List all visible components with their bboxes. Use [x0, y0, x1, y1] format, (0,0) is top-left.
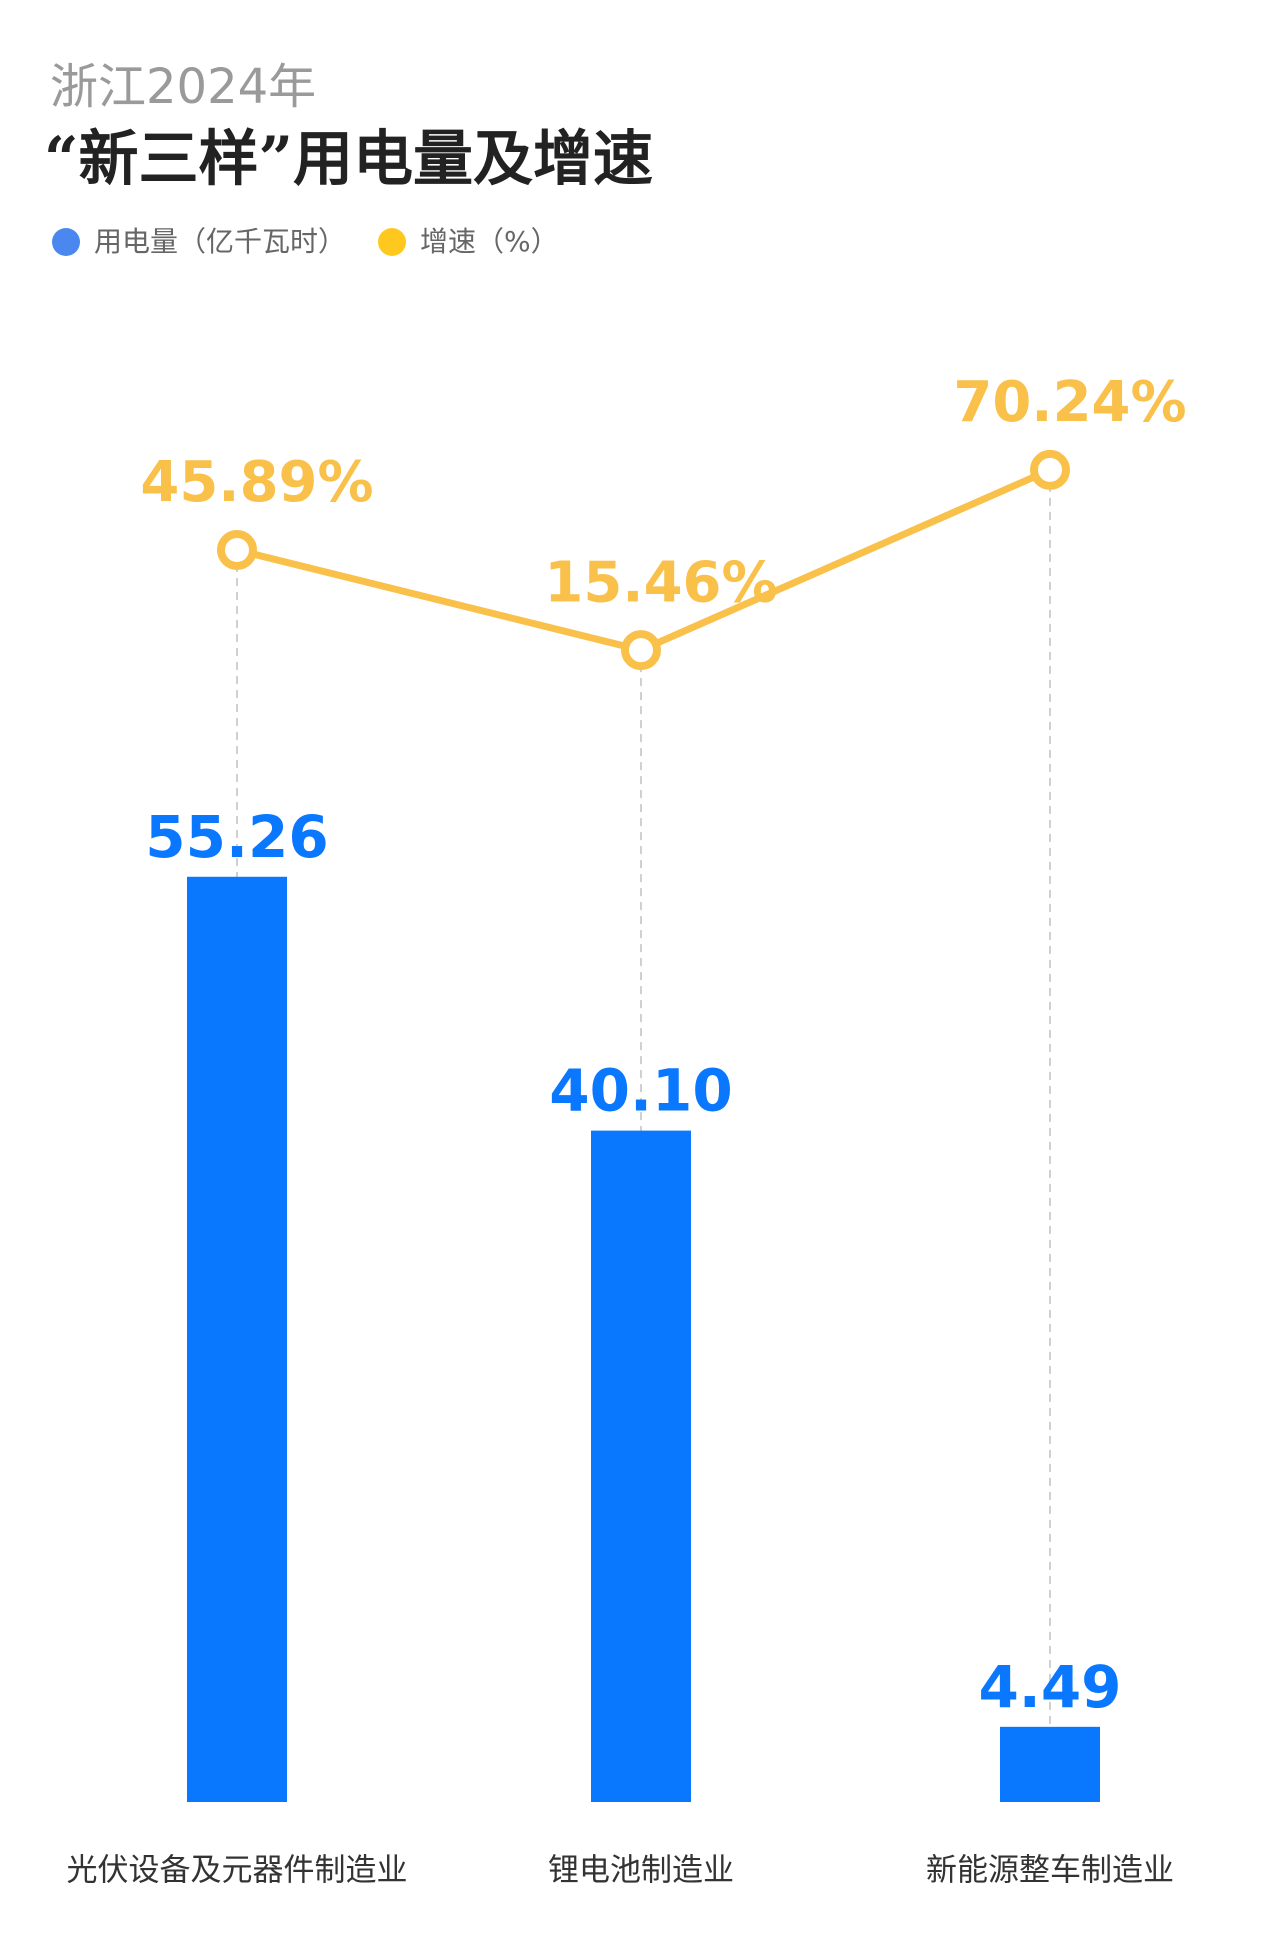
legend-label: 用电量（亿千瓦时） [94, 225, 346, 258]
legend-swatch [378, 228, 407, 256]
x-tick-label: 锂电池制造业 [548, 1853, 734, 1889]
x-tick-label: 新能源整车制造业 [926, 1853, 1174, 1889]
line-point [1030, 449, 1070, 490]
line-value-label: 45.89% [140, 450, 373, 515]
chart-subtitle: 浙江2024年 [50, 59, 316, 115]
line-point [217, 530, 257, 571]
x-tick-label: 光伏设备及元器件制造业 [67, 1853, 408, 1889]
bar-value-label: 55.26 [145, 803, 328, 871]
legend-swatch [52, 228, 80, 256]
bar [187, 876, 287, 1802]
line-value-label: 15.46% [544, 550, 777, 615]
chart-title: “新三样”用电量及增速 [44, 125, 653, 195]
line-value-label: 70.24% [953, 370, 1186, 435]
line-point [621, 630, 661, 671]
bar [1000, 1726, 1100, 1802]
bar-value-label: 40.10 [549, 1057, 732, 1125]
legend-label: 增速（%） [420, 225, 559, 258]
bar [591, 1130, 691, 1802]
bar-value-label: 4.49 [978, 1653, 1121, 1721]
